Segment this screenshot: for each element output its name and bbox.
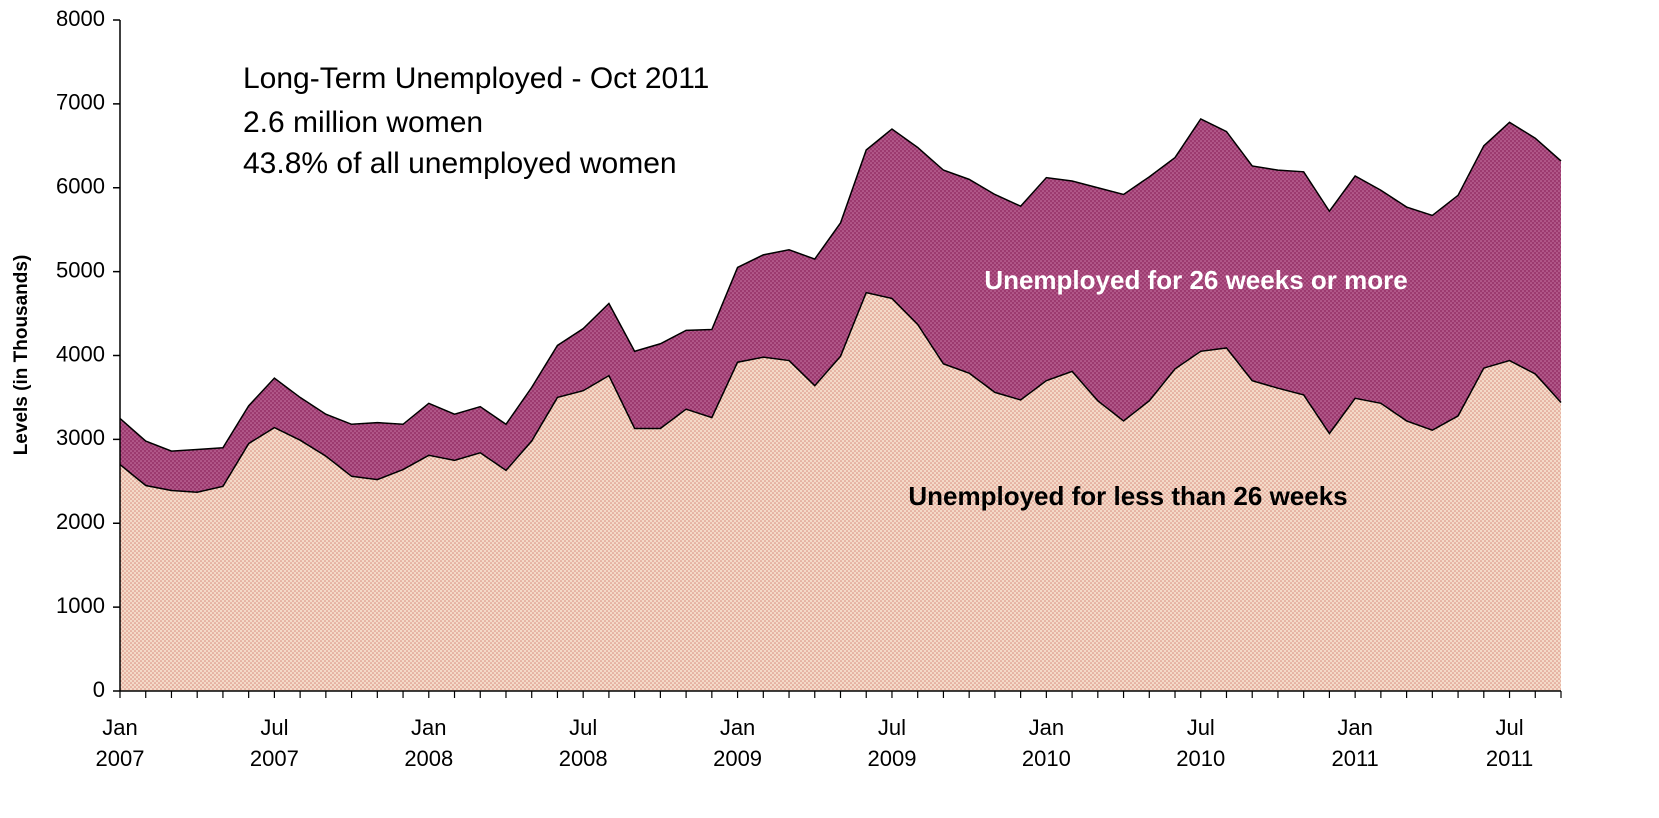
- x-tick-label: Jul 2007: [249, 715, 299, 771]
- x-tick-label: Jan 2011: [1331, 715, 1379, 771]
- area: [120, 118, 1561, 493]
- annotation: 2.6 million women: [243, 106, 483, 139]
- y-tick-label: 3000: [56, 425, 105, 450]
- x-tick-label: Jan 2009: [713, 715, 763, 771]
- y-axis-label: Levels (in Thousands): [11, 255, 32, 456]
- x-tick-label: Jul 2011: [1485, 715, 1534, 771]
- y-tick-label: 4000: [56, 341, 105, 366]
- y-tick-label: 7000: [56, 90, 105, 115]
- x-tick-label: Jan 2010: [1021, 715, 1071, 771]
- series-label: Unemployed for 26 weeks or more: [984, 265, 1407, 295]
- area-edge: [119, 118, 1562, 452]
- y-tick-label: 6000: [56, 174, 105, 199]
- x-tick-label: Jul 2008: [558, 715, 608, 771]
- y-tick-label: 1000: [56, 593, 105, 618]
- area-edge: [119, 291, 1562, 493]
- x-tick-label: Jul 2010: [1176, 715, 1226, 771]
- area: [120, 292, 1561, 691]
- y-tick-label: 2000: [56, 509, 105, 534]
- annotation: 43.8% of all unemployed women: [243, 147, 677, 180]
- series-label: Unemployed for less than 26 weeks: [908, 481, 1347, 511]
- x-tick-label: Jul 2009: [867, 715, 917, 771]
- x-tick-label: Jan 2008: [404, 715, 454, 771]
- y-tick-label: 0: [93, 677, 105, 702]
- x-tick-label: Jan 2007: [95, 715, 145, 771]
- annotation: Long-Term Unemployed - Oct 2011: [243, 62, 709, 95]
- y-tick-label: 5000: [56, 257, 105, 282]
- y-tick-label: 8000: [56, 6, 105, 31]
